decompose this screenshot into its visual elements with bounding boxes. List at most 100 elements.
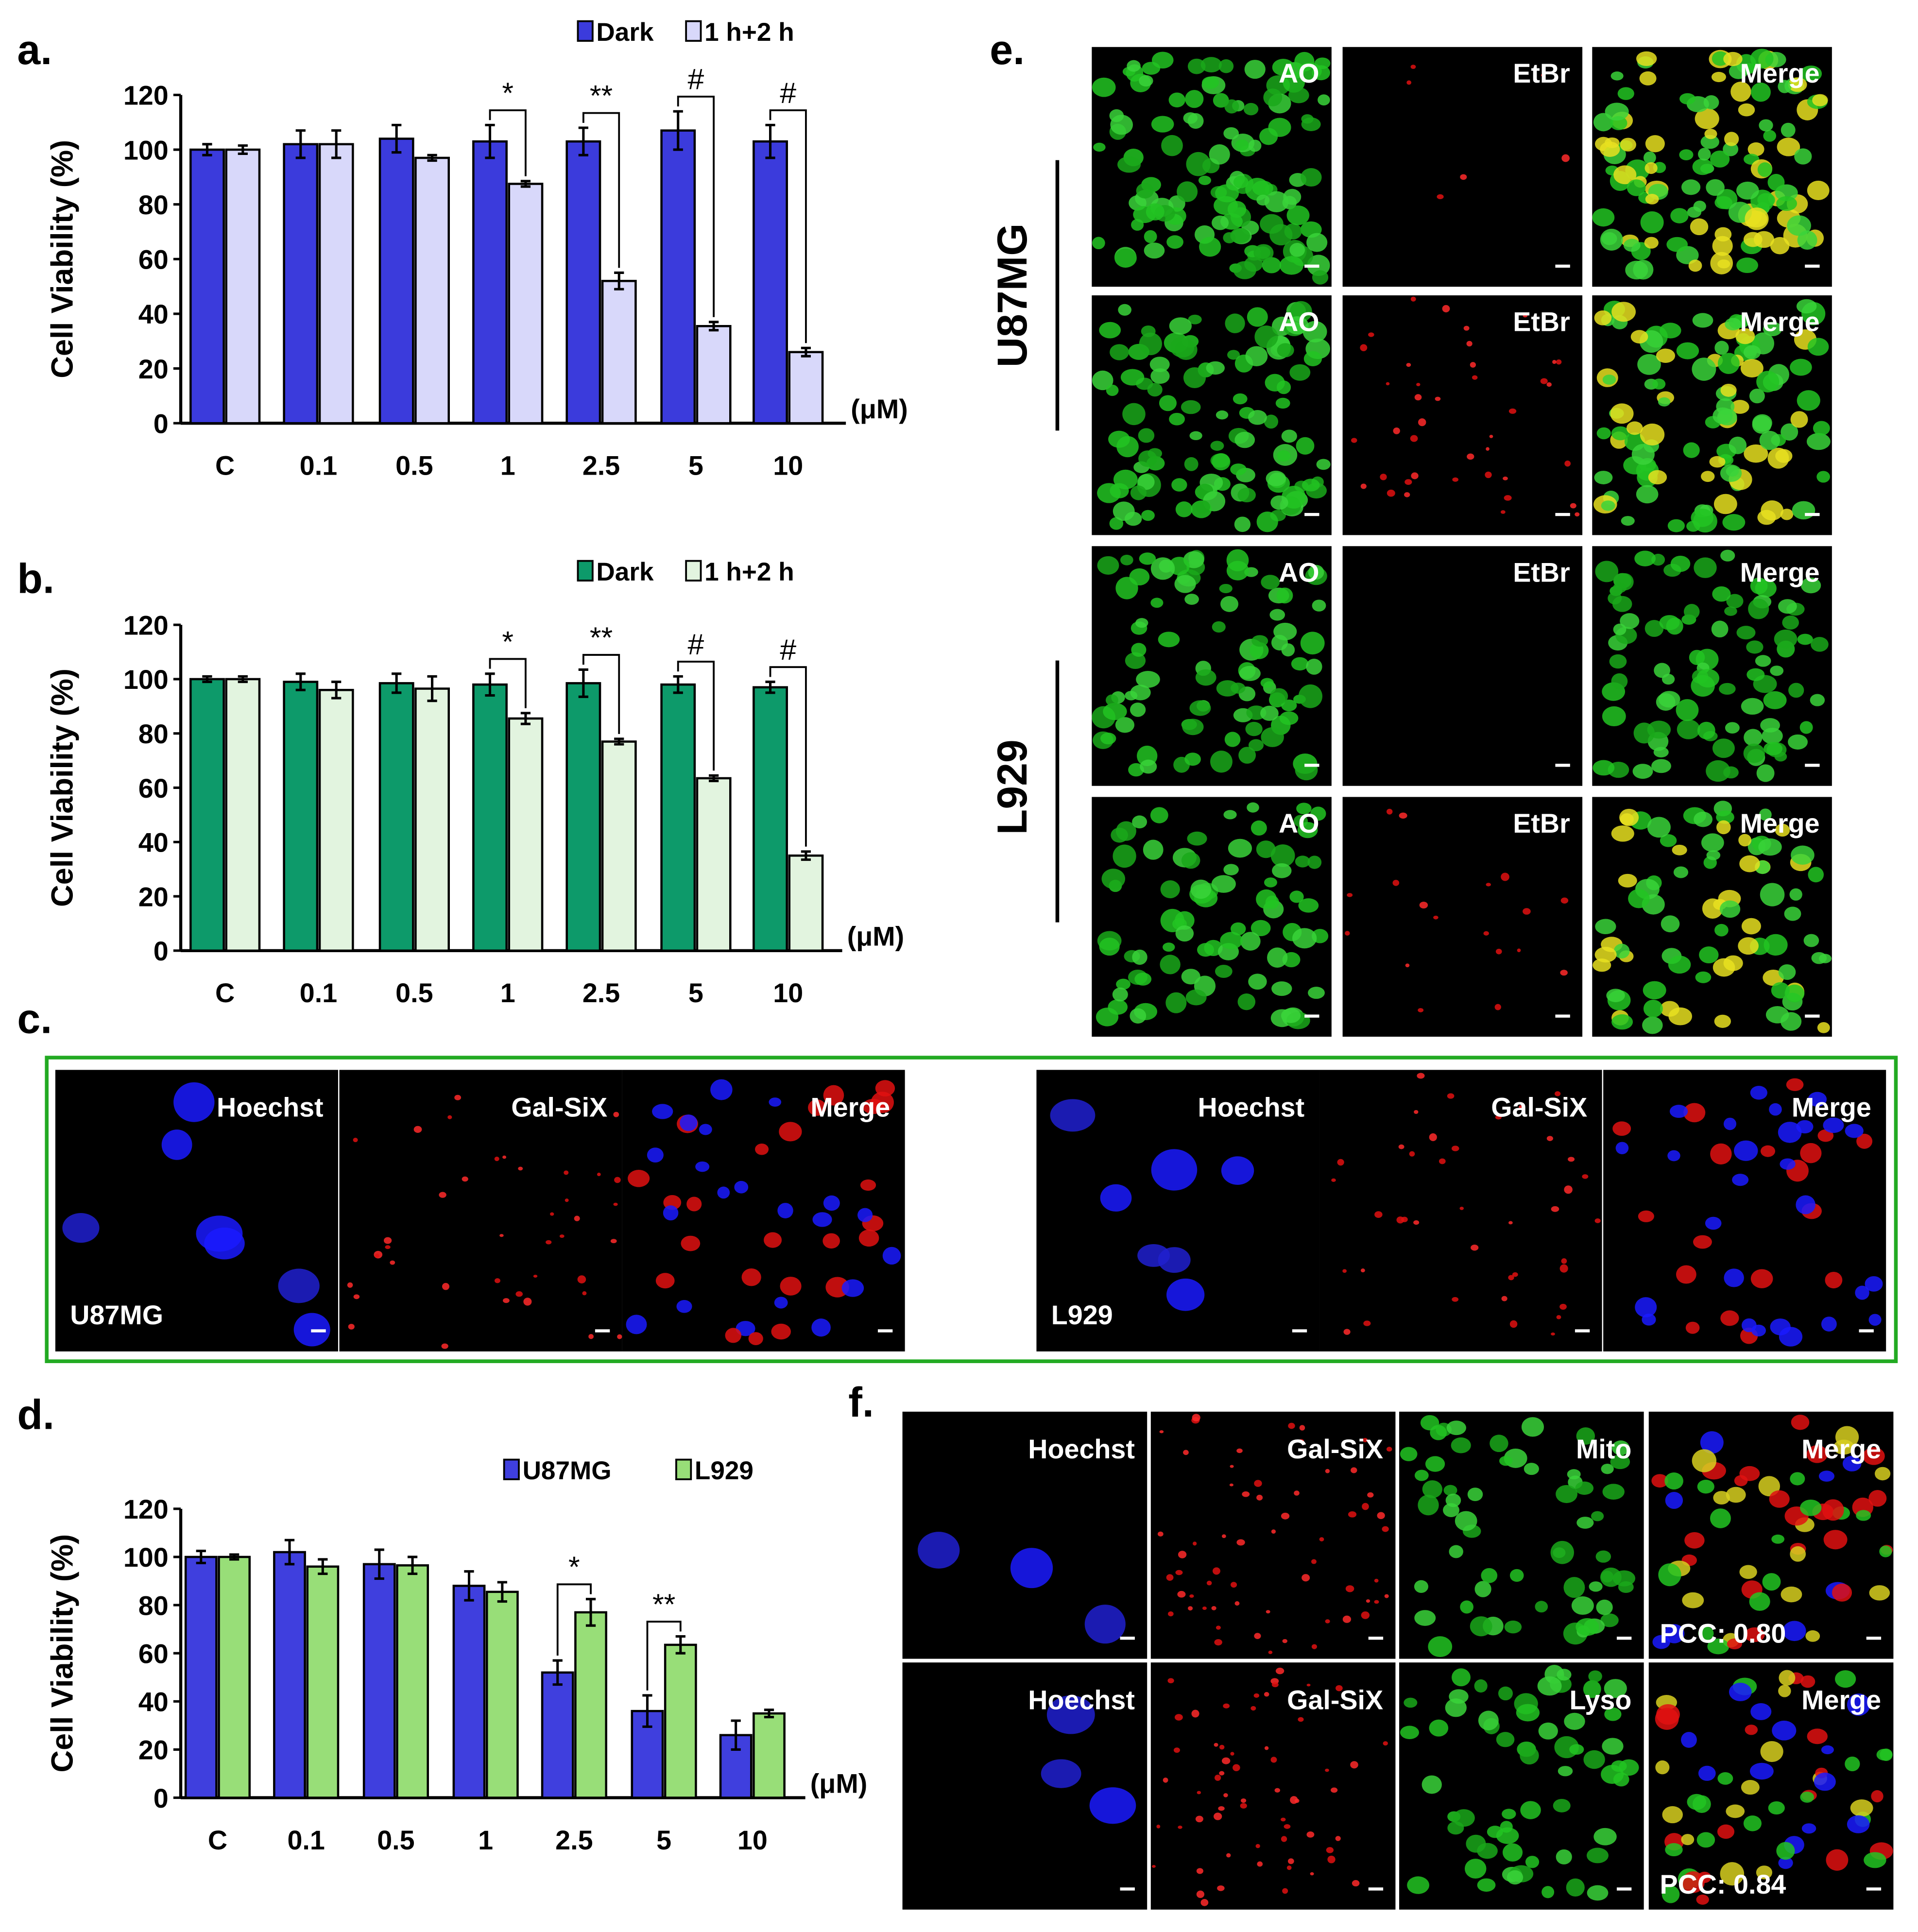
x-tick-label: 2.5 bbox=[555, 1825, 593, 1855]
scale-bar bbox=[1368, 1637, 1384, 1640]
cell bbox=[1592, 208, 1615, 227]
cell bbox=[1631, 444, 1655, 465]
cell bbox=[1267, 947, 1288, 968]
panel-c: Hoechst Gal-SiX Merge U87MG Hoechst Gal-SiX Me… bbox=[55, 1070, 1886, 1351]
bar-1-h-2-h bbox=[318, 689, 354, 952]
cell bbox=[1374, 1600, 1379, 1604]
cell bbox=[1821, 1745, 1834, 1755]
cell bbox=[1195, 669, 1216, 686]
cell bbox=[1694, 557, 1717, 578]
cell bbox=[1178, 1551, 1187, 1558]
x-tick-label: 1 bbox=[478, 1825, 493, 1855]
cell bbox=[1161, 135, 1183, 156]
y-tick-label: 20 bbox=[138, 354, 169, 384]
cell bbox=[1223, 864, 1239, 875]
cell bbox=[1300, 632, 1325, 655]
cell bbox=[1212, 621, 1226, 633]
cell bbox=[1196, 1868, 1203, 1874]
cell bbox=[695, 1161, 710, 1172]
cell bbox=[1196, 1890, 1205, 1898]
cell bbox=[1625, 260, 1648, 280]
cell bbox=[686, 1197, 702, 1212]
cell bbox=[1418, 1494, 1439, 1516]
cell bbox=[1865, 1276, 1883, 1292]
bar-l929 bbox=[396, 1564, 429, 1799]
cell bbox=[1483, 931, 1489, 936]
cell bbox=[1490, 1435, 1508, 1453]
cell bbox=[1221, 1757, 1231, 1764]
cell bbox=[1791, 845, 1815, 865]
cell bbox=[582, 1291, 587, 1296]
cell bbox=[385, 1245, 391, 1249]
cell bbox=[1807, 338, 1829, 356]
cell bbox=[1716, 820, 1731, 835]
cell bbox=[1175, 1570, 1183, 1575]
cell bbox=[1714, 923, 1729, 937]
cell bbox=[1651, 759, 1671, 773]
cell bbox=[1452, 477, 1459, 482]
cell bbox=[1188, 1606, 1193, 1611]
cell bbox=[515, 1291, 523, 1297]
cell bbox=[1601, 1464, 1614, 1474]
cell bbox=[1770, 237, 1790, 255]
cell bbox=[1386, 382, 1390, 386]
cell bbox=[1337, 1159, 1344, 1166]
cell bbox=[1301, 168, 1322, 187]
cell bbox=[1856, 1510, 1871, 1521]
cell bbox=[1552, 359, 1557, 364]
cell bbox=[1230, 463, 1247, 476]
cell bbox=[1591, 1511, 1604, 1522]
cell bbox=[1336, 1685, 1343, 1692]
cell bbox=[1481, 1568, 1498, 1583]
cell bbox=[1560, 970, 1568, 976]
cell bbox=[1105, 694, 1118, 706]
cell bbox=[1319, 1537, 1324, 1541]
cell bbox=[652, 1104, 673, 1119]
cell bbox=[1185, 989, 1207, 1006]
cell bbox=[1306, 233, 1328, 252]
cell bbox=[1282, 1639, 1287, 1643]
cell bbox=[1792, 501, 1815, 520]
cell bbox=[1855, 1285, 1869, 1300]
cell bbox=[1670, 208, 1689, 223]
cell bbox=[1199, 237, 1221, 257]
cell bbox=[1667, 1150, 1680, 1162]
cell bbox=[1398, 1144, 1404, 1149]
cell bbox=[1433, 915, 1438, 920]
cell bbox=[1219, 1744, 1225, 1750]
cell bbox=[1289, 243, 1305, 257]
cell bbox=[1181, 400, 1201, 414]
cell bbox=[1626, 421, 1643, 435]
scale-bar bbox=[1304, 764, 1319, 767]
cell bbox=[1351, 1467, 1357, 1473]
cell bbox=[1692, 313, 1713, 328]
cell bbox=[1564, 1712, 1585, 1730]
cell bbox=[736, 1321, 755, 1336]
cell bbox=[1139, 332, 1162, 356]
cell bbox=[1632, 764, 1653, 779]
cell bbox=[1233, 261, 1256, 279]
cell bbox=[1296, 803, 1312, 815]
cell bbox=[1138, 428, 1155, 443]
cell bbox=[1489, 434, 1493, 438]
cell bbox=[1266, 1610, 1270, 1614]
cell bbox=[1093, 142, 1106, 152]
cell bbox=[1768, 1801, 1785, 1815]
cell bbox=[1237, 487, 1256, 502]
cell bbox=[1452, 1668, 1471, 1687]
cell bbox=[725, 1328, 741, 1343]
cell bbox=[1270, 495, 1288, 510]
y-tick-label: 40 bbox=[138, 299, 169, 329]
cell bbox=[1092, 237, 1105, 250]
bar-dark bbox=[189, 678, 225, 952]
x-tick-label: 0.5 bbox=[377, 1825, 414, 1855]
cell bbox=[559, 1234, 565, 1238]
cell bbox=[1600, 1567, 1622, 1587]
cell bbox=[1727, 1638, 1743, 1650]
micrograph-red bbox=[339, 1070, 622, 1351]
cell bbox=[1113, 844, 1136, 868]
cell bbox=[1202, 1606, 1207, 1610]
micrograph-redblue bbox=[622, 1070, 905, 1351]
cell bbox=[1225, 313, 1245, 333]
legend-label: 1 h+2 h bbox=[704, 558, 794, 586]
